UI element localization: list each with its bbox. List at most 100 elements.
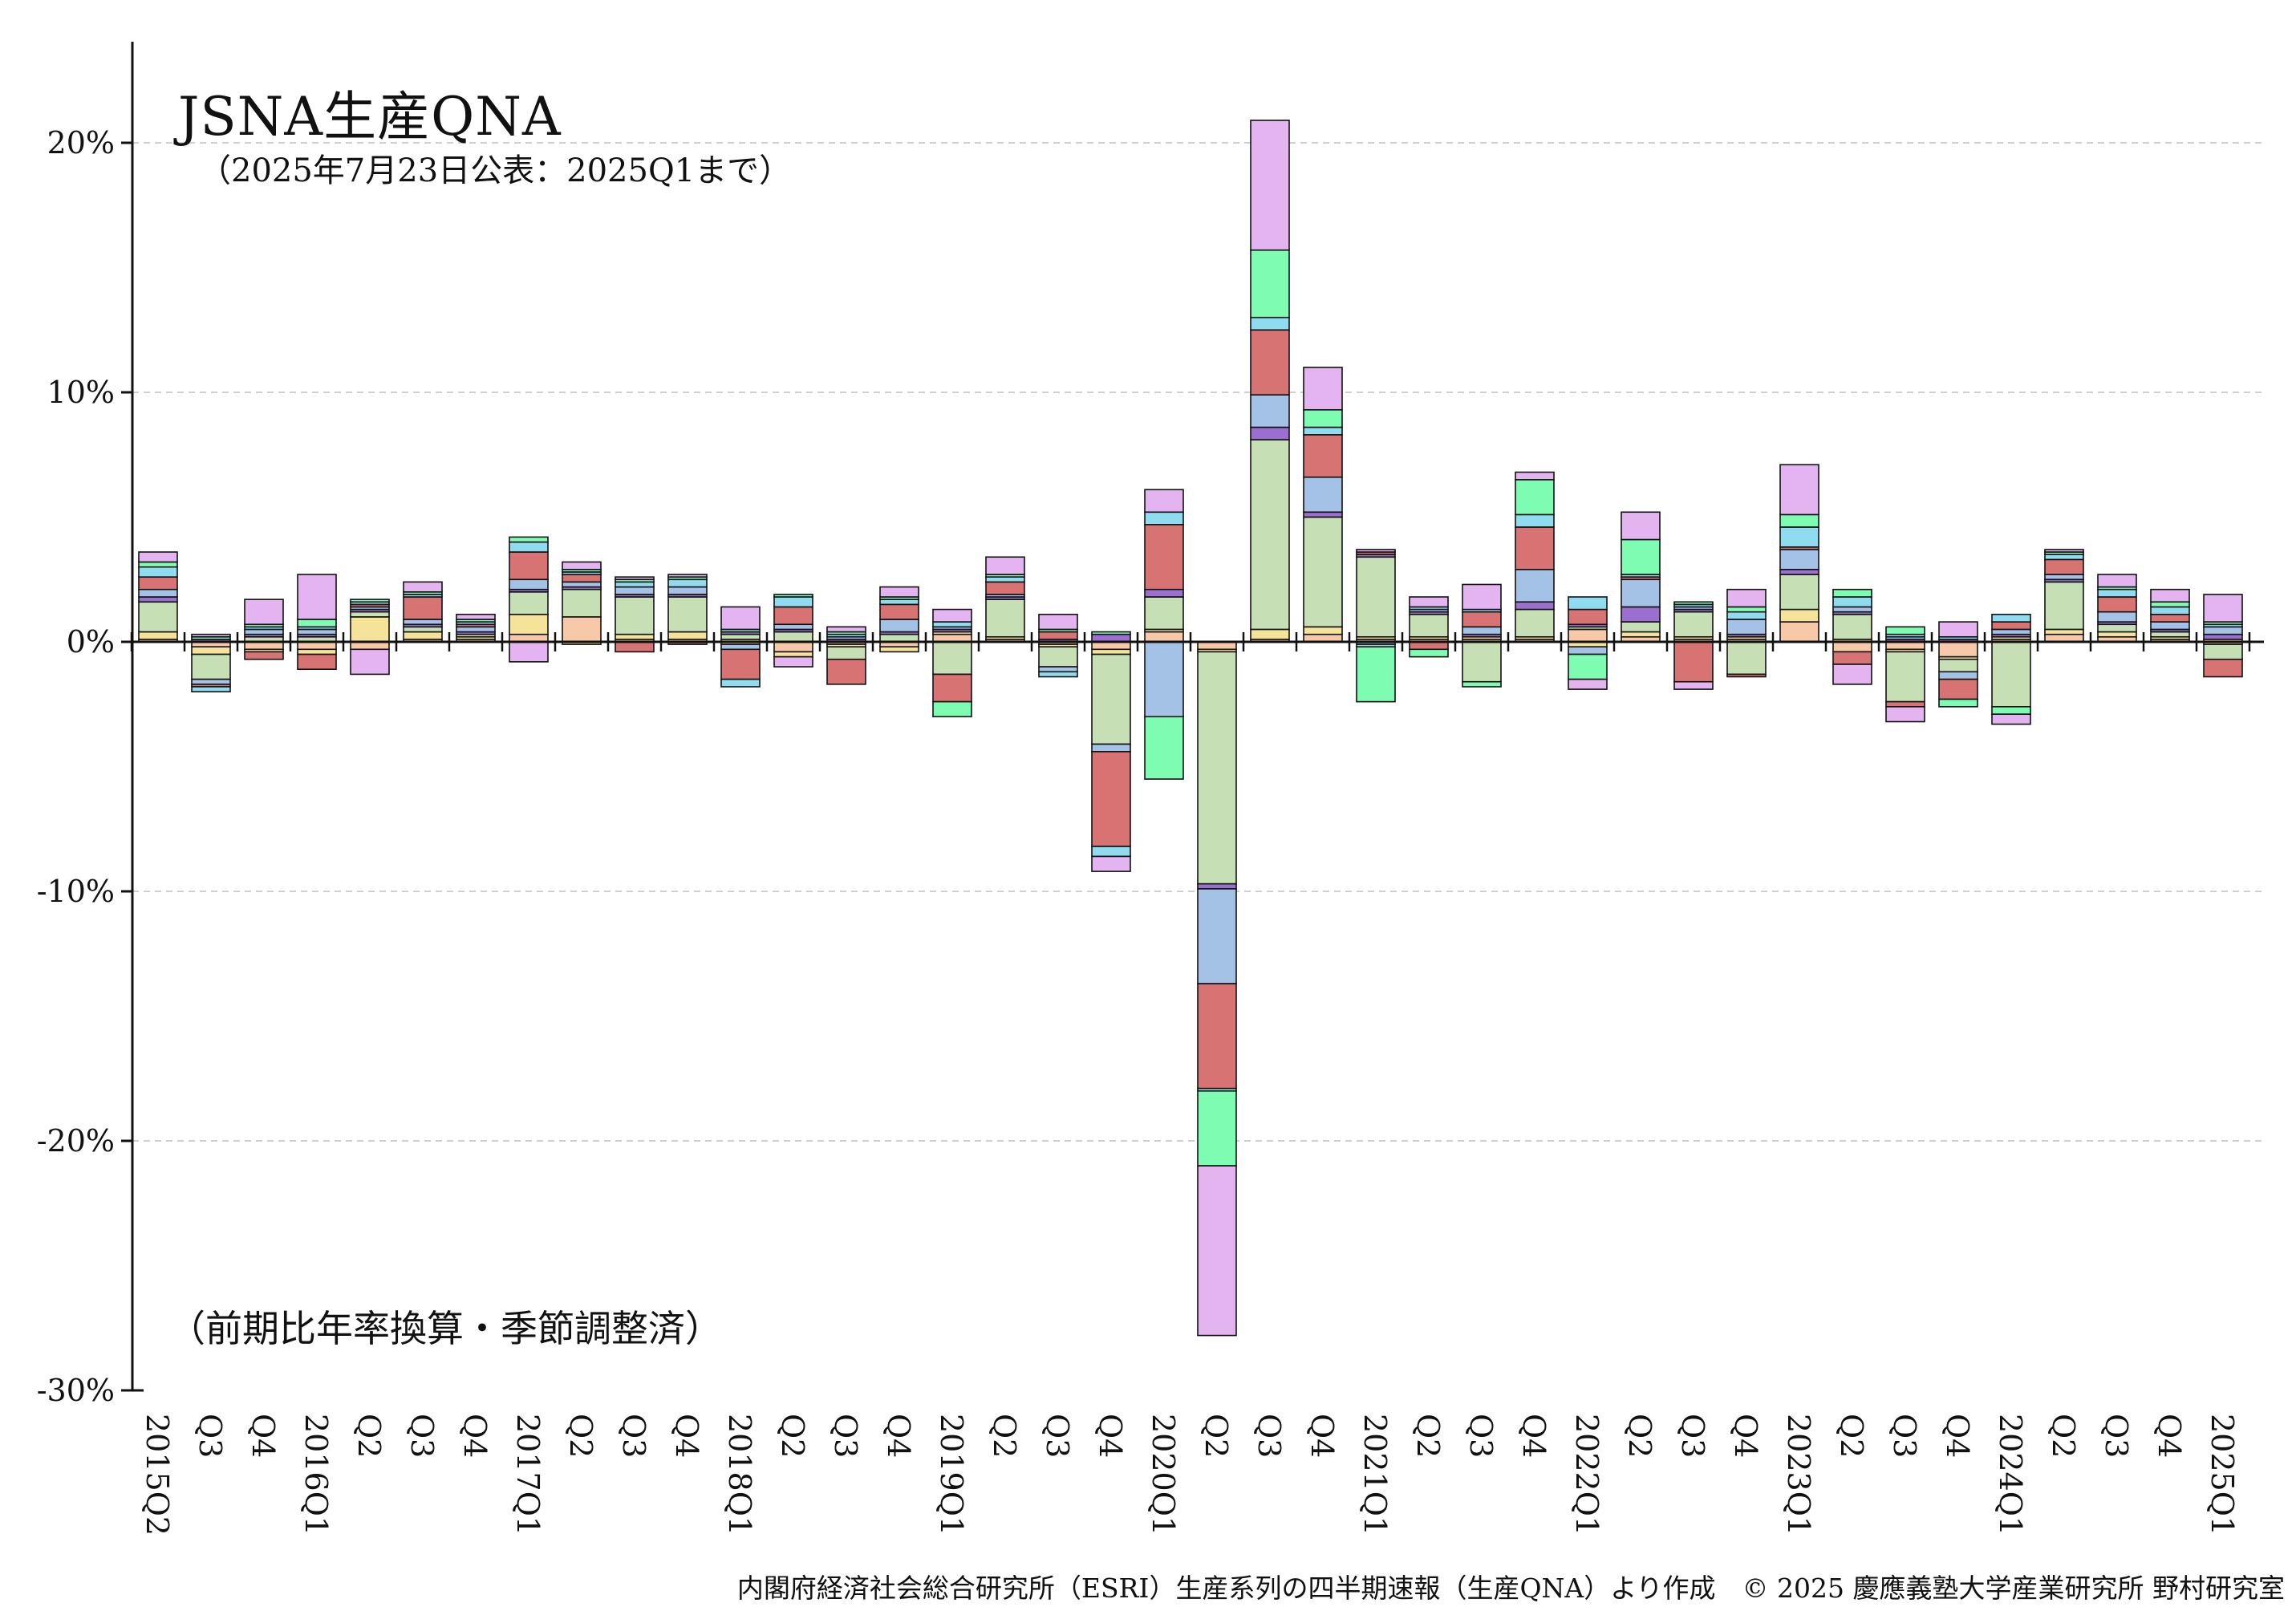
bar-segment — [826, 626, 866, 633]
bar-segment — [1250, 426, 1290, 440]
bar-segment — [985, 599, 1025, 638]
bar-segment — [1726, 619, 1767, 635]
bar-segment — [720, 678, 761, 688]
bar-segment — [509, 578, 549, 590]
bar-segment — [1832, 588, 1872, 598]
y-tick-label: -30% — [37, 1373, 115, 1408]
bar-segment — [773, 631, 813, 643]
bar-segment — [403, 619, 443, 626]
bar-segment — [1885, 706, 1925, 723]
bar-segment — [562, 616, 602, 643]
bar-segment — [932, 621, 972, 628]
bar-segment — [720, 643, 761, 651]
x-tick-label: Q4 — [881, 1414, 916, 1458]
x-tick-labels: 2015Q2 Q3 Q4 2016Q1 Q2 Q3 Q4 2017Q1 Q2 Q3 Q4 2018Q1… — [140, 1414, 2240, 1536]
bar-stacks — [138, 120, 2243, 1337]
bar-segment — [1621, 578, 1661, 608]
bar-segment — [297, 653, 337, 671]
bar-segment — [191, 653, 231, 680]
bar-segment — [244, 628, 284, 635]
bar-segment — [1726, 641, 1767, 676]
bar-segment — [138, 596, 178, 603]
bar-segment — [1673, 680, 1714, 690]
x-tick-label: Q2 — [2046, 1414, 2081, 1458]
bar-segment — [1938, 671, 1978, 680]
x-tick-label: 2018Q1 — [722, 1414, 757, 1536]
bar-segment — [350, 611, 390, 618]
x-tick-label: 2024Q1 — [1993, 1414, 2028, 1536]
bar-segment — [1144, 489, 1184, 513]
bar-segment — [1991, 628, 2031, 635]
bar-segment — [562, 574, 602, 583]
bar-segment — [773, 606, 813, 626]
x-tick-label: Q4 — [2152, 1414, 2187, 1458]
bar-segment — [1197, 1090, 1237, 1167]
bar-segment — [138, 551, 178, 563]
bar-segment — [1832, 641, 1872, 653]
bar-segment — [509, 641, 549, 663]
bar-segment — [350, 648, 390, 676]
x-tick-label: Q3 — [1251, 1414, 1287, 1458]
x-tick-label: Q2 — [351, 1414, 387, 1458]
bar-segment — [1197, 888, 1237, 984]
bar-segment — [879, 599, 919, 606]
bar-segment — [1832, 606, 1872, 613]
x-tick-label: Q4 — [457, 1414, 493, 1458]
bar-segment — [2044, 558, 2084, 575]
bar-segment — [1673, 601, 1714, 606]
chart-subtitle: （2025年7月23日公表：2025Q1まで） — [199, 152, 792, 189]
bar-segment — [615, 633, 655, 640]
bar-segment — [1621, 538, 1661, 575]
bar-segment — [2044, 554, 2084, 561]
bar-segment — [403, 596, 443, 620]
x-tick-label: Q2 — [1622, 1414, 1657, 1458]
bar-segment — [1091, 648, 1131, 655]
x-tick-label: Q2 — [1410, 1414, 1446, 1458]
bar-segment — [509, 590, 549, 615]
x-tick-label: 2022Q1 — [1569, 1414, 1604, 1536]
bar-segment — [826, 646, 866, 660]
bar-segment — [1250, 329, 1290, 396]
bar-segment — [1462, 626, 1502, 635]
bar-segment — [509, 536, 549, 543]
bar-segment — [403, 626, 443, 633]
x-tick-label: Q4 — [1304, 1414, 1340, 1458]
bar-segment — [1462, 641, 1502, 683]
bar-segment — [1462, 680, 1502, 688]
bar-segment — [667, 586, 708, 595]
bar-segment — [297, 619, 337, 628]
bar-segment — [1144, 631, 1184, 643]
bar-segment — [1938, 658, 1978, 673]
bar-segment — [1568, 596, 1608, 611]
x-tick-label: 2017Q1 — [510, 1414, 546, 1536]
bar-segment — [1621, 621, 1661, 633]
x-tick-label: Q3 — [616, 1414, 651, 1458]
x-tick-label: 2021Q1 — [1357, 1414, 1393, 1536]
bar-segment — [1779, 621, 1819, 643]
bar-segment — [1515, 608, 1555, 638]
x-tick-label: Q3 — [1675, 1414, 1710, 1458]
bar-segment — [509, 541, 549, 553]
bar-segment — [1938, 641, 1978, 658]
bar-segment — [403, 581, 443, 593]
bar-segment — [879, 646, 919, 653]
bar-segment — [1726, 588, 1767, 608]
bar-segment — [1303, 367, 1343, 411]
bar-segment — [1144, 641, 1184, 718]
bar-segment — [932, 608, 972, 623]
bar-segment — [2097, 631, 2137, 638]
bar-segment — [1673, 641, 1714, 683]
bar-segment — [1303, 626, 1343, 635]
bar-segment — [2097, 588, 2137, 598]
bar-segment — [1144, 511, 1184, 526]
bar-segment — [720, 606, 761, 631]
bar-segment — [1038, 671, 1078, 678]
bar-segment — [1779, 608, 1819, 623]
bar-segment — [191, 646, 231, 655]
bar-segment — [667, 631, 708, 640]
bar-segment — [297, 628, 337, 635]
x-tick-label: Q3 — [1887, 1414, 1922, 1458]
bar-segment — [1303, 426, 1343, 436]
bar-segment — [1303, 516, 1343, 628]
